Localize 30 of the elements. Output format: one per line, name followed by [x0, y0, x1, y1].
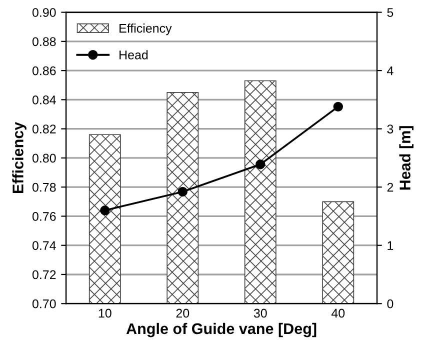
y2-tick-label: 2	[387, 182, 394, 192]
y-tick-label: 0.78	[32, 182, 56, 192]
legend-label: Efficiency	[120, 24, 172, 36]
y-axis-title: Efficiency	[12, 122, 26, 194]
x-tick-label: 10	[98, 308, 112, 318]
y-tick-label: 0.88	[32, 37, 56, 46]
point	[178, 186, 188, 197]
x-axis-title: Angle of Guide vane [Deg]	[126, 322, 316, 338]
y2-axis-title: Head [m]	[399, 126, 414, 190]
y2-tick-label: 0	[387, 299, 394, 308]
y-tick-label: 0.84	[32, 95, 56, 104]
point	[256, 160, 266, 170]
legend-label: Head	[120, 50, 148, 60]
y2-tick-label: 4	[387, 66, 394, 76]
y-tick-label: 0.76	[32, 212, 56, 221]
y-tick-label: 0.86	[32, 66, 56, 76]
point	[100, 206, 110, 216]
y2-tick-label: 3	[387, 124, 394, 134]
x-tick-label: 20	[176, 308, 190, 318]
y-tick-label: 0.74	[32, 241, 56, 250]
y-tick-label: 0.80	[32, 154, 56, 163]
y-tick-label: 0.82	[32, 124, 56, 134]
y-tick-label: 0.90	[32, 8, 56, 17]
y-tick-label: 0.70	[32, 299, 56, 308]
x-tick-label: 40	[331, 308, 345, 318]
point	[333, 102, 343, 112]
x-tick-label: 30	[254, 308, 267, 318]
y-tick-label: 0.72	[32, 270, 56, 280]
y2-tick-label: 1	[388, 241, 394, 250]
y2-tick-label: 5	[387, 8, 394, 17]
